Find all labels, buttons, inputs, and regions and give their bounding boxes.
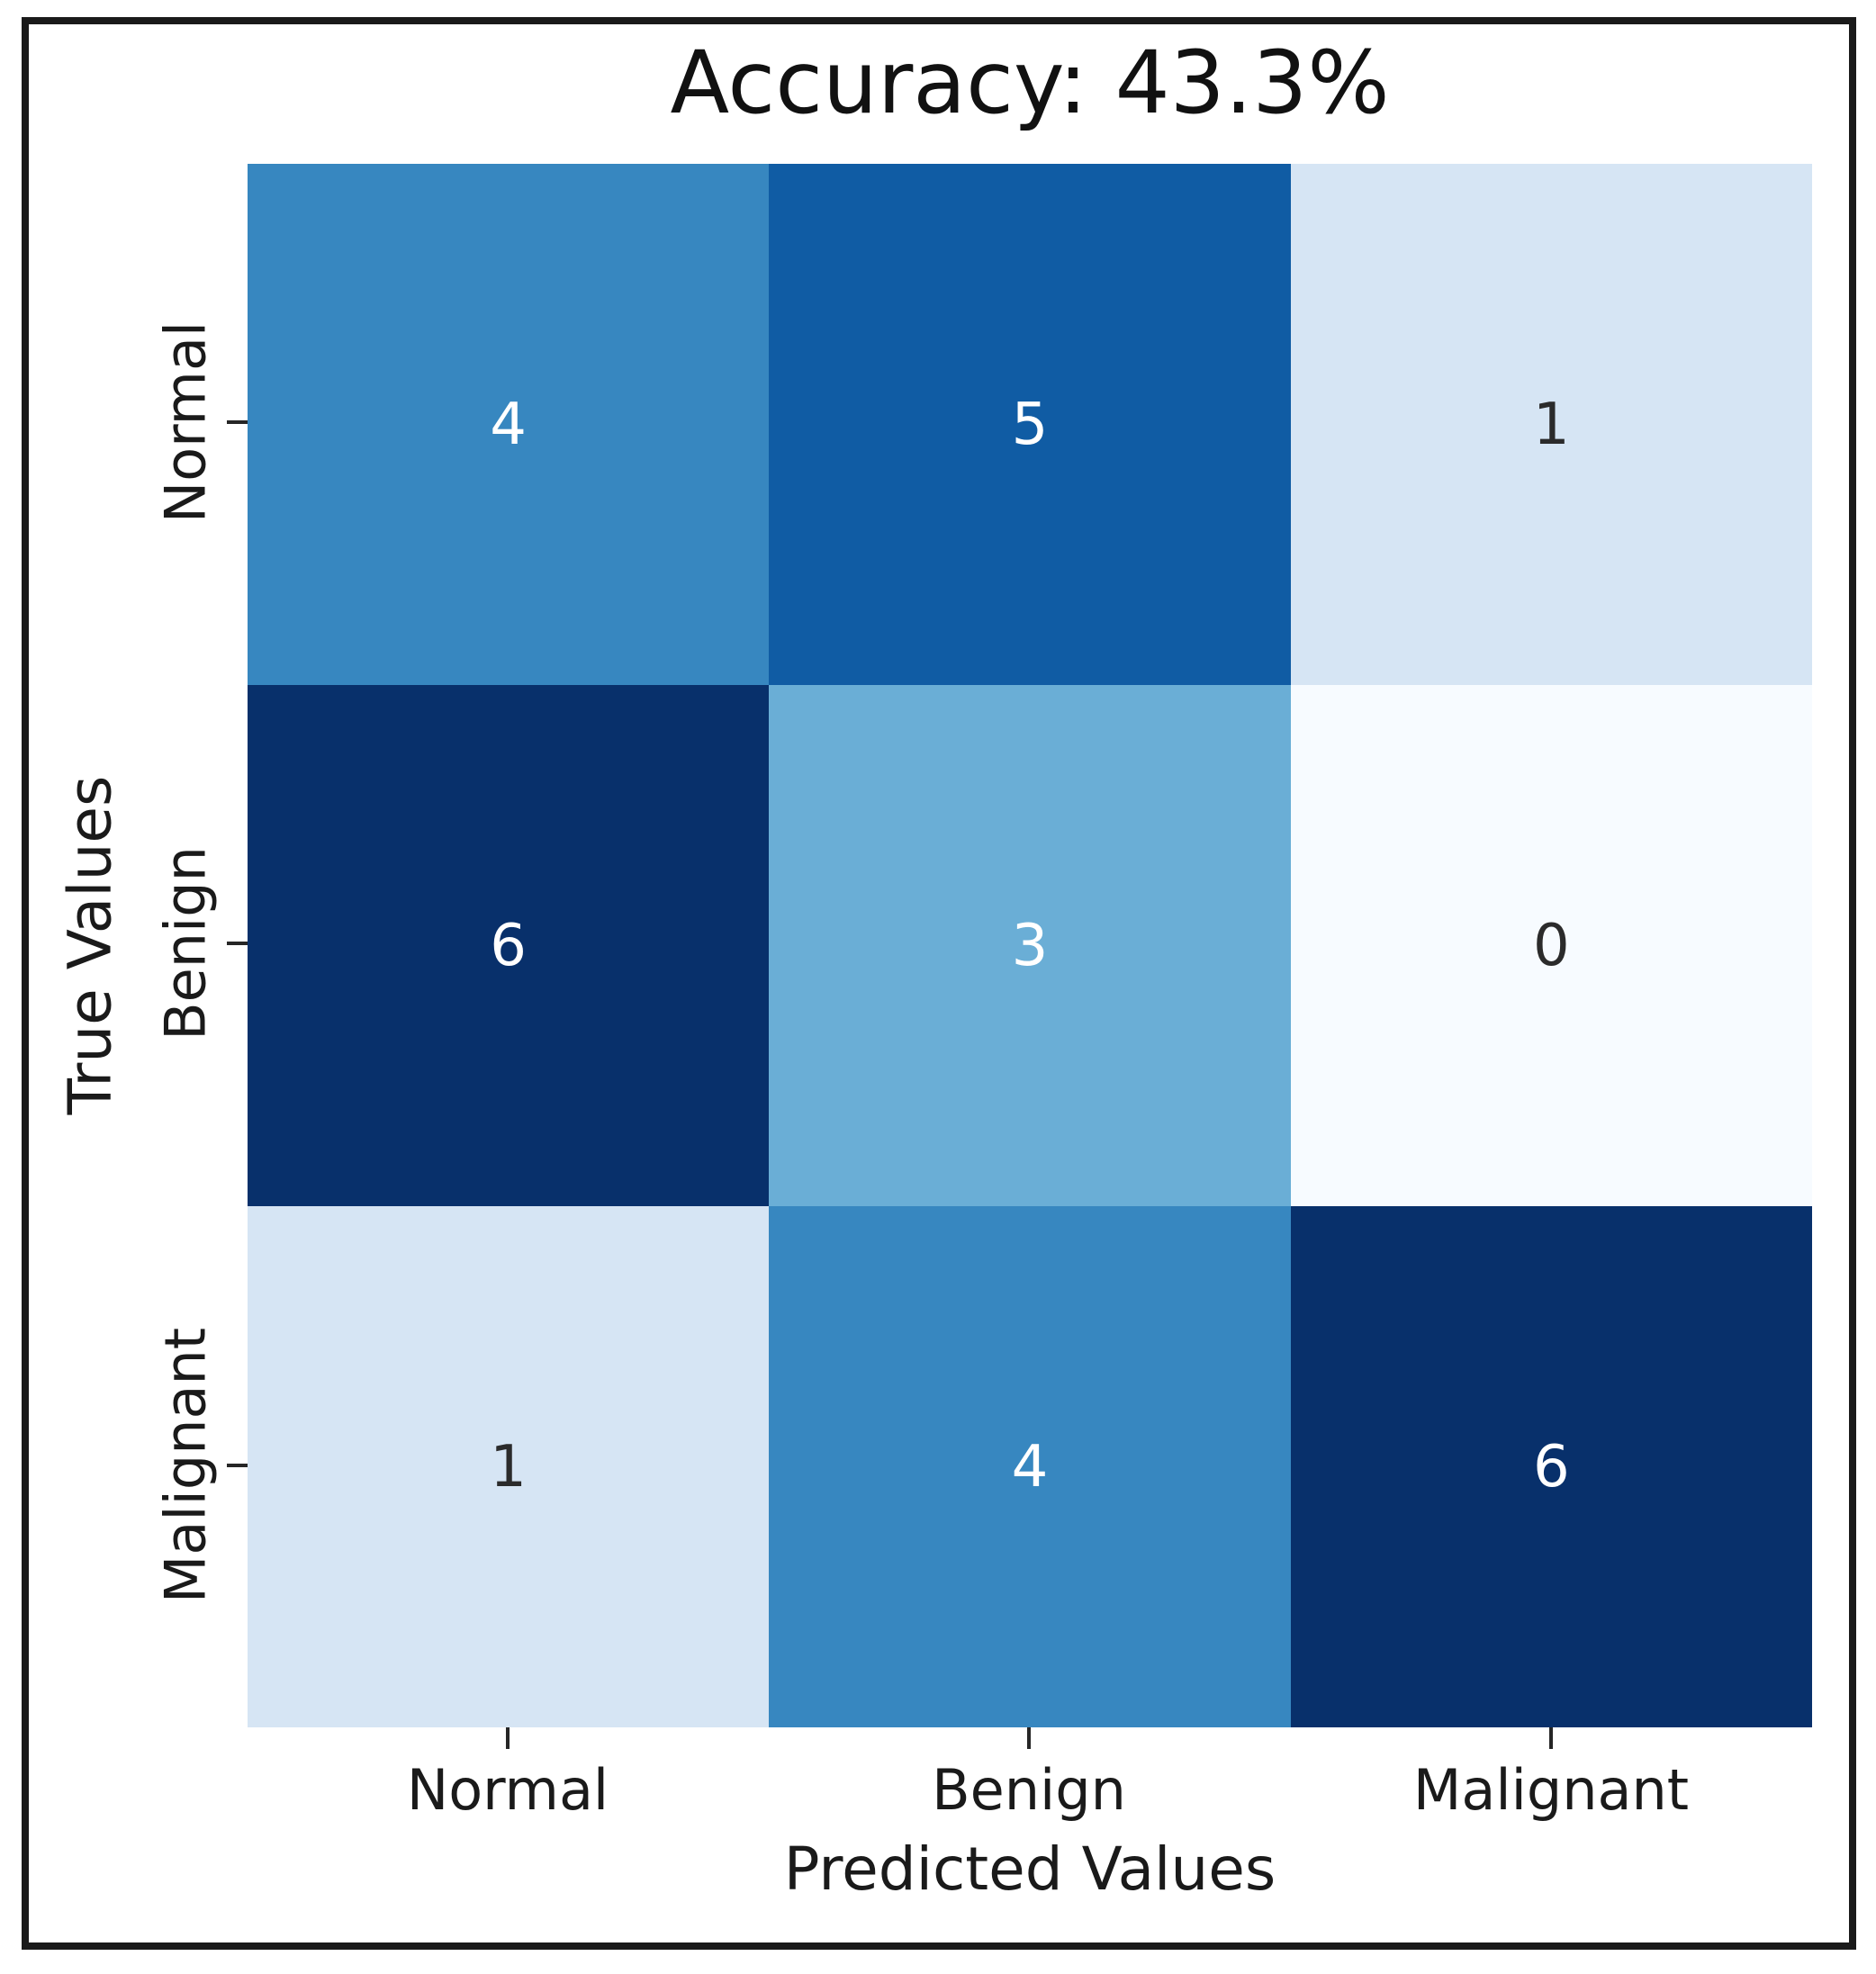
heatmap-cell-malignant-normal: 1 — [248, 1206, 770, 1727]
heatmap-cell-benign-normal: 6 — [248, 685, 770, 1206]
heatmap-cell-normal-benign: 5 — [769, 164, 1291, 685]
y-tick-label-malignant: Malignant — [152, 1327, 219, 1604]
y-tick-label-normal: Normal — [152, 320, 219, 524]
y-tick-label-benign: Benign — [152, 846, 219, 1041]
x-tick-mark — [506, 1727, 510, 1749]
y-tick-mark — [227, 942, 248, 945]
x-tick-label-malignant: Malignant — [1412, 1757, 1690, 1823]
heatmap-cell-benign-malignant: 0 — [1290, 685, 1812, 1206]
heatmap-cell-malignant-malignant: 6 — [1290, 1206, 1812, 1727]
x-tick-mark — [1027, 1727, 1031, 1749]
x-tick-label-normal: Normal — [406, 1757, 609, 1823]
y-tick-mark — [227, 1464, 248, 1467]
y-tick-mark — [227, 420, 248, 424]
x-tick-label-benign: Benign — [932, 1757, 1126, 1823]
x-axis-title: Predicted Values — [783, 1834, 1276, 1904]
heatmap-cell-benign-benign: 3 — [769, 685, 1291, 1206]
x-tick-mark — [1549, 1727, 1553, 1749]
heatmap-cell-normal-normal: 4 — [248, 164, 770, 685]
y-axis-title: True Values — [55, 775, 125, 1115]
heatmap-cell-malignant-benign: 4 — [769, 1206, 1291, 1727]
chart-title: Accuracy: 43.3% — [670, 32, 1390, 133]
heatmap-cell-normal-malignant: 1 — [1290, 164, 1812, 685]
